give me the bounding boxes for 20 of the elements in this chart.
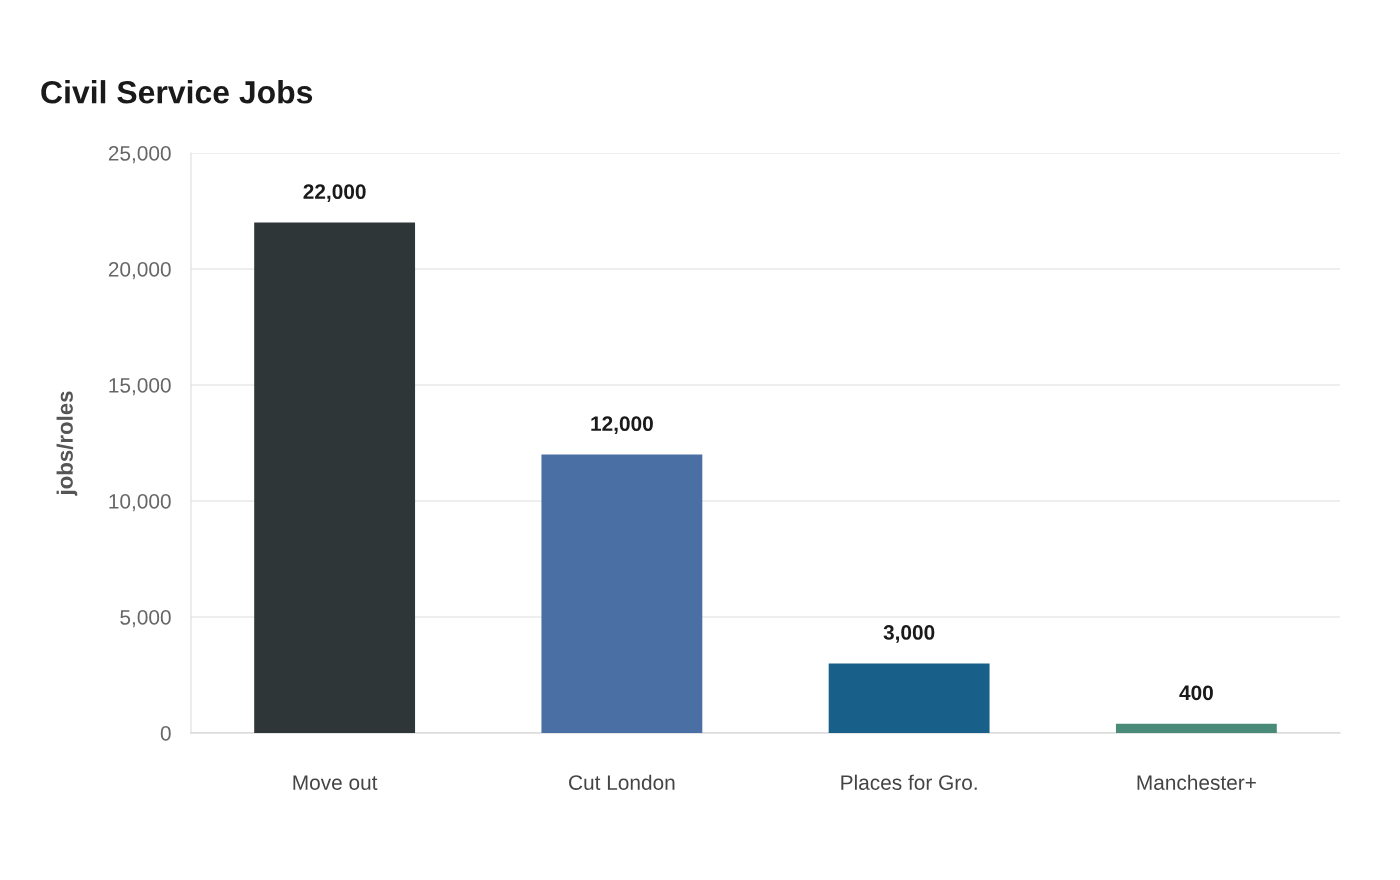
- data-label: 22,000: [303, 184, 366, 203]
- bar: [541, 454, 703, 733]
- y-axis-title: jobs/roles: [56, 391, 78, 496]
- y-tick-label: 5,000: [120, 610, 171, 628]
- bar: [1115, 723, 1277, 733]
- bar: [828, 663, 990, 733]
- y-tick-label: 0: [160, 726, 171, 741]
- y-tick-label: 20,000: [108, 262, 171, 280]
- chart-title: Civil Service Jobs: [41, 80, 313, 104]
- y-tick-label: 10,000: [109, 494, 171, 512]
- data-label: 12,000: [591, 416, 653, 435]
- bar: [254, 222, 416, 733]
- y-tick-label: 15,000: [109, 378, 171, 396]
- data-label: 400: [1179, 685, 1213, 701]
- y-tick-label: 25,000: [108, 146, 171, 164]
- x-tick-label: Cut London: [569, 774, 675, 790]
- data-label: 3,000: [883, 625, 935, 643]
- x-tick-label: Manchester+: [1137, 774, 1256, 790]
- x-tick-label: Places for Gro.: [841, 774, 977, 790]
- x-tick-label: Move out: [293, 775, 378, 790]
